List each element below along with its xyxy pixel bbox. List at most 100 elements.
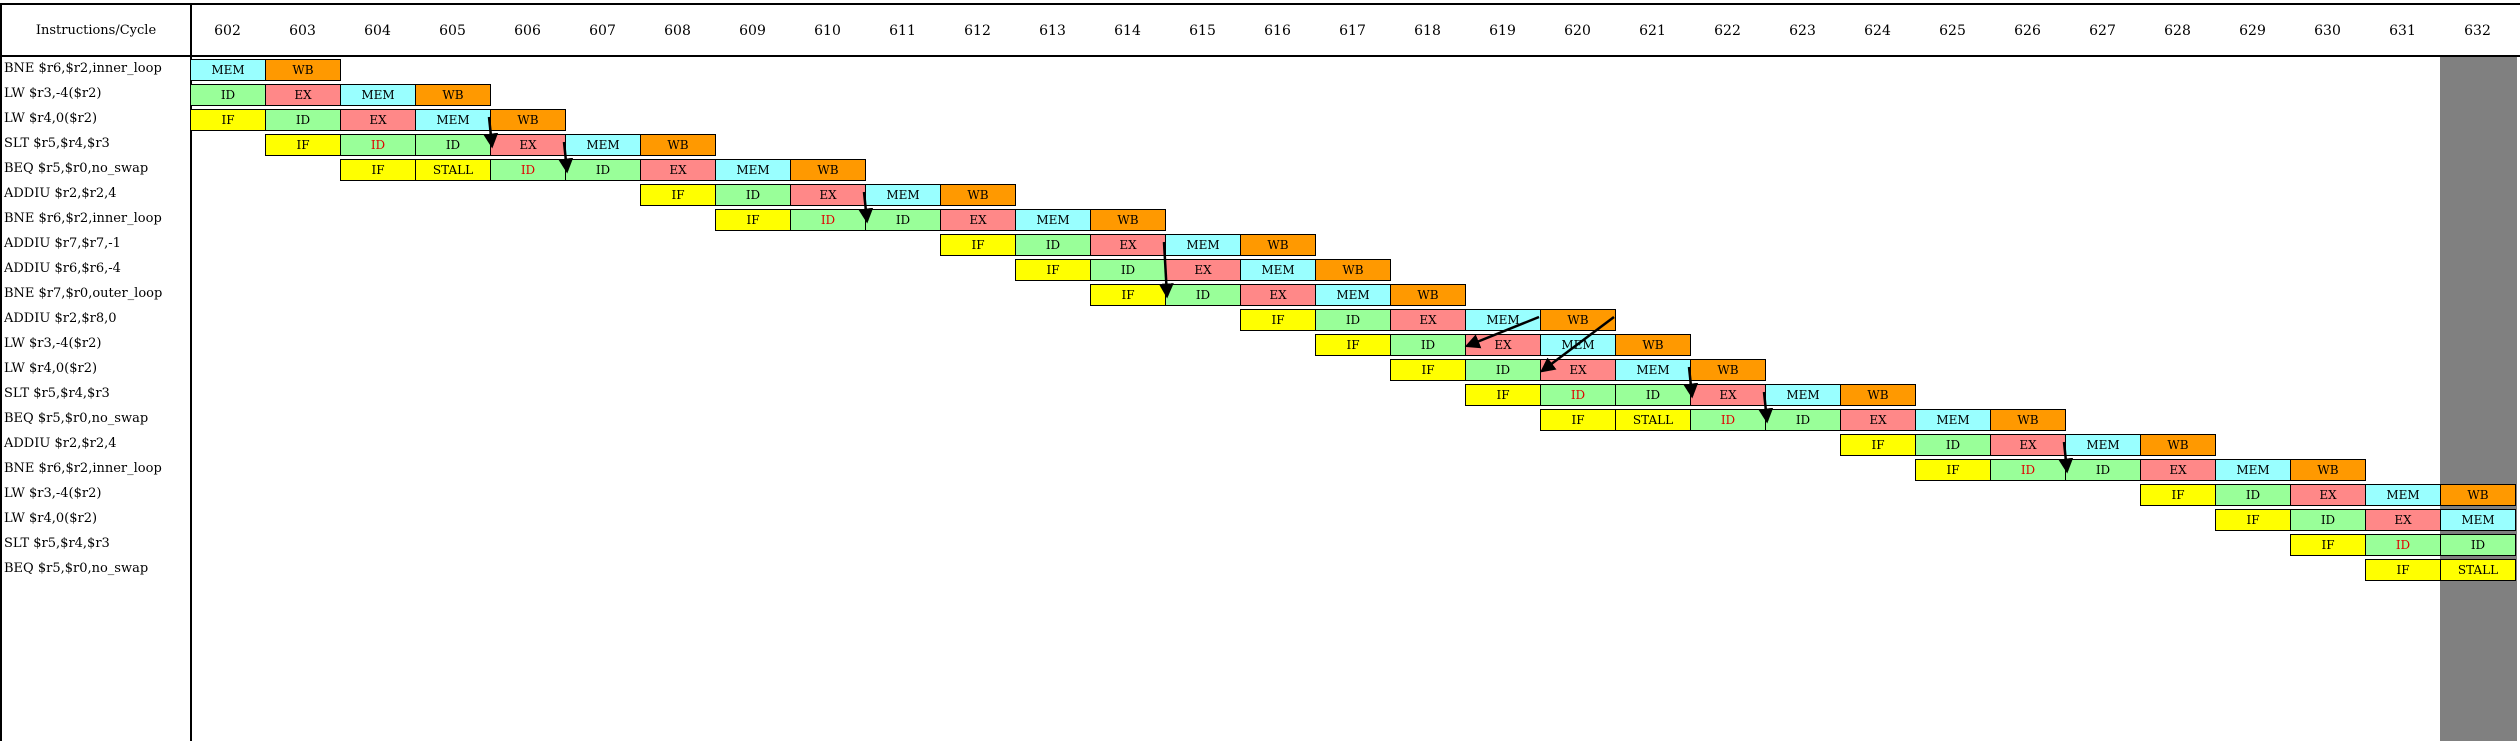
stage-cell-if: IF (190, 109, 266, 131)
stage-cell-mem: MEM (1315, 284, 1391, 306)
cycle-header-618: 618 (1414, 22, 1441, 39)
stage-cell-id: ID (1540, 384, 1616, 406)
stage-cell-mem: MEM (1165, 234, 1241, 256)
cycle-header-623: 623 (1789, 22, 1816, 39)
stage-cell-ex: EX (1390, 309, 1466, 331)
stage-cell-mem: MEM (1465, 309, 1541, 331)
instruction-label: ADDIU $r2,$r8,0 (4, 311, 117, 326)
stage-cell-ex: EX (2290, 484, 2366, 506)
stage-cell-if: IF (2290, 534, 2366, 556)
stage-cell-ex: EX (640, 159, 716, 181)
stage-cell-if: IF (2140, 484, 2216, 506)
stage-cell-id: ID (415, 134, 491, 156)
stage-cell-mem: MEM (565, 134, 641, 156)
stage-cell-id: ID (2065, 459, 2141, 481)
stage-cell-ex: EX (1465, 334, 1541, 356)
cycle-header-615: 615 (1189, 22, 1216, 39)
stage-cell-mem: MEM (2215, 459, 2291, 481)
stage-cell-wb: WB (2140, 434, 2216, 456)
stage-cell-ex: EX (1090, 234, 1166, 256)
stage-cell-id: ID (1690, 409, 1766, 431)
stage-cell-ex: EX (1840, 409, 1916, 431)
stage-cell-ex: EX (1990, 434, 2066, 456)
stage-cell-ex: EX (790, 184, 866, 206)
stage-cell-id: ID (2215, 484, 2291, 506)
stage-cell-stall: STALL (2440, 559, 2516, 581)
instruction-label: LW $r3,-4($r2) (4, 486, 102, 501)
instruction-label: BNE $r7,$r0,outer_loop (4, 286, 163, 301)
stage-cell-if: IF (1015, 259, 1091, 281)
stage-cell-wb: WB (1540, 309, 1616, 331)
stage-cell-if: IF (2365, 559, 2441, 581)
stage-cell-id: ID (565, 159, 641, 181)
instruction-label: BEQ $r5,$r0,no_swap (4, 561, 149, 576)
cycle-header-625: 625 (1939, 22, 1966, 39)
stage-cell-wb: WB (490, 109, 566, 131)
cycle-header-608: 608 (664, 22, 691, 39)
stage-cell-wb: WB (265, 59, 341, 81)
cycle-header-629: 629 (2239, 22, 2266, 39)
stage-cell-ex: EX (1690, 384, 1766, 406)
instruction-label: BEQ $r5,$r0,no_swap (4, 411, 149, 426)
stage-cell-id: ID (1765, 409, 1841, 431)
stage-cell-mem: MEM (865, 184, 941, 206)
stage-cell-id: ID (1015, 234, 1091, 256)
stage-cell-mem: MEM (190, 59, 266, 81)
instruction-label: BNE $r6,$r2,inner_loop (4, 61, 162, 76)
stage-cell-if: IF (1840, 434, 1916, 456)
stage-cell-wb: WB (1990, 409, 2066, 431)
stage-cell-wb: WB (1390, 284, 1466, 306)
cycle-header-632: 632 (2464, 22, 2491, 39)
stage-cell-id: ID (715, 184, 791, 206)
stage-cell-mem: MEM (1540, 334, 1616, 356)
stage-cell-mem: MEM (715, 159, 791, 181)
stage-cell-mem: MEM (1765, 384, 1841, 406)
stage-cell-if: IF (1915, 459, 1991, 481)
cycle-header-620: 620 (1564, 22, 1591, 39)
cycle-header-610: 610 (814, 22, 841, 39)
instruction-label: ADDIU $r7,$r7,-1 (4, 236, 121, 251)
stage-cell-mem: MEM (415, 109, 491, 131)
stage-cell-mem: MEM (1240, 259, 1316, 281)
stage-cell-if: IF (265, 134, 341, 156)
instruction-label: SLT $r5,$r4,$r3 (4, 386, 110, 401)
cycle-header-604: 604 (364, 22, 391, 39)
instruction-label: ADDIU $r6,$r6,-4 (4, 261, 121, 276)
stage-cell-stall: STALL (1615, 409, 1691, 431)
stage-cell-id: ID (1165, 284, 1241, 306)
stage-cell-mem: MEM (1015, 209, 1091, 231)
cycle-header-613: 613 (1039, 22, 1066, 39)
cycle-header-617: 617 (1339, 22, 1366, 39)
stage-cell-wb: WB (1315, 259, 1391, 281)
stage-cell-id: ID (2365, 534, 2441, 556)
stage-cell-mem: MEM (2065, 434, 2141, 456)
stage-cell-ex: EX (265, 84, 341, 106)
cycle-header-622: 622 (1714, 22, 1741, 39)
cycle-header-611: 611 (889, 22, 916, 39)
stage-cell-if: IF (1240, 309, 1316, 331)
stage-cell-mem: MEM (2365, 484, 2441, 506)
instruction-label: LW $r4,0($r2) (4, 361, 98, 376)
cycle-header-609: 609 (739, 22, 766, 39)
instruction-label: ADDIU $r2,$r2,4 (4, 186, 117, 201)
column-separator (190, 5, 192, 741)
stage-cell-ex: EX (1165, 259, 1241, 281)
stage-cell-if: IF (940, 234, 1016, 256)
stage-cell-ex: EX (490, 134, 566, 156)
cycle-header-619: 619 (1489, 22, 1516, 39)
stage-cell-wb: WB (1090, 209, 1166, 231)
stage-cell-mem: MEM (1915, 409, 1991, 431)
stage-cell-if: IF (340, 159, 416, 181)
top-border (0, 3, 2520, 5)
stage-cell-ex: EX (940, 209, 1016, 231)
stage-cell-id: ID (1990, 459, 2066, 481)
stage-cell-if: IF (1315, 334, 1391, 356)
stage-cell-if: IF (715, 209, 791, 231)
instruction-label: ADDIU $r2,$r2,4 (4, 436, 117, 451)
stage-cell-wb: WB (2290, 459, 2366, 481)
stage-cell-id: ID (265, 109, 341, 131)
stage-cell-mem: MEM (340, 84, 416, 106)
stage-cell-id: ID (1390, 334, 1466, 356)
instruction-label: LW $r4,0($r2) (4, 511, 98, 526)
